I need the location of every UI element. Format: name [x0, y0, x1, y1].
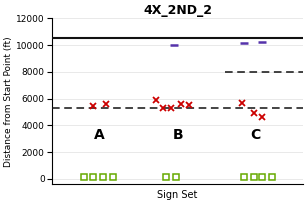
X-axis label: Sign Set: Sign Set	[157, 190, 198, 200]
Title: 4X_2ND_2: 4X_2ND_2	[143, 4, 212, 17]
Text: C: C	[251, 128, 261, 142]
Text: A: A	[94, 128, 105, 142]
Y-axis label: Distance from Start Point (ft): Distance from Start Point (ft)	[4, 36, 13, 167]
Text: B: B	[172, 128, 183, 142]
